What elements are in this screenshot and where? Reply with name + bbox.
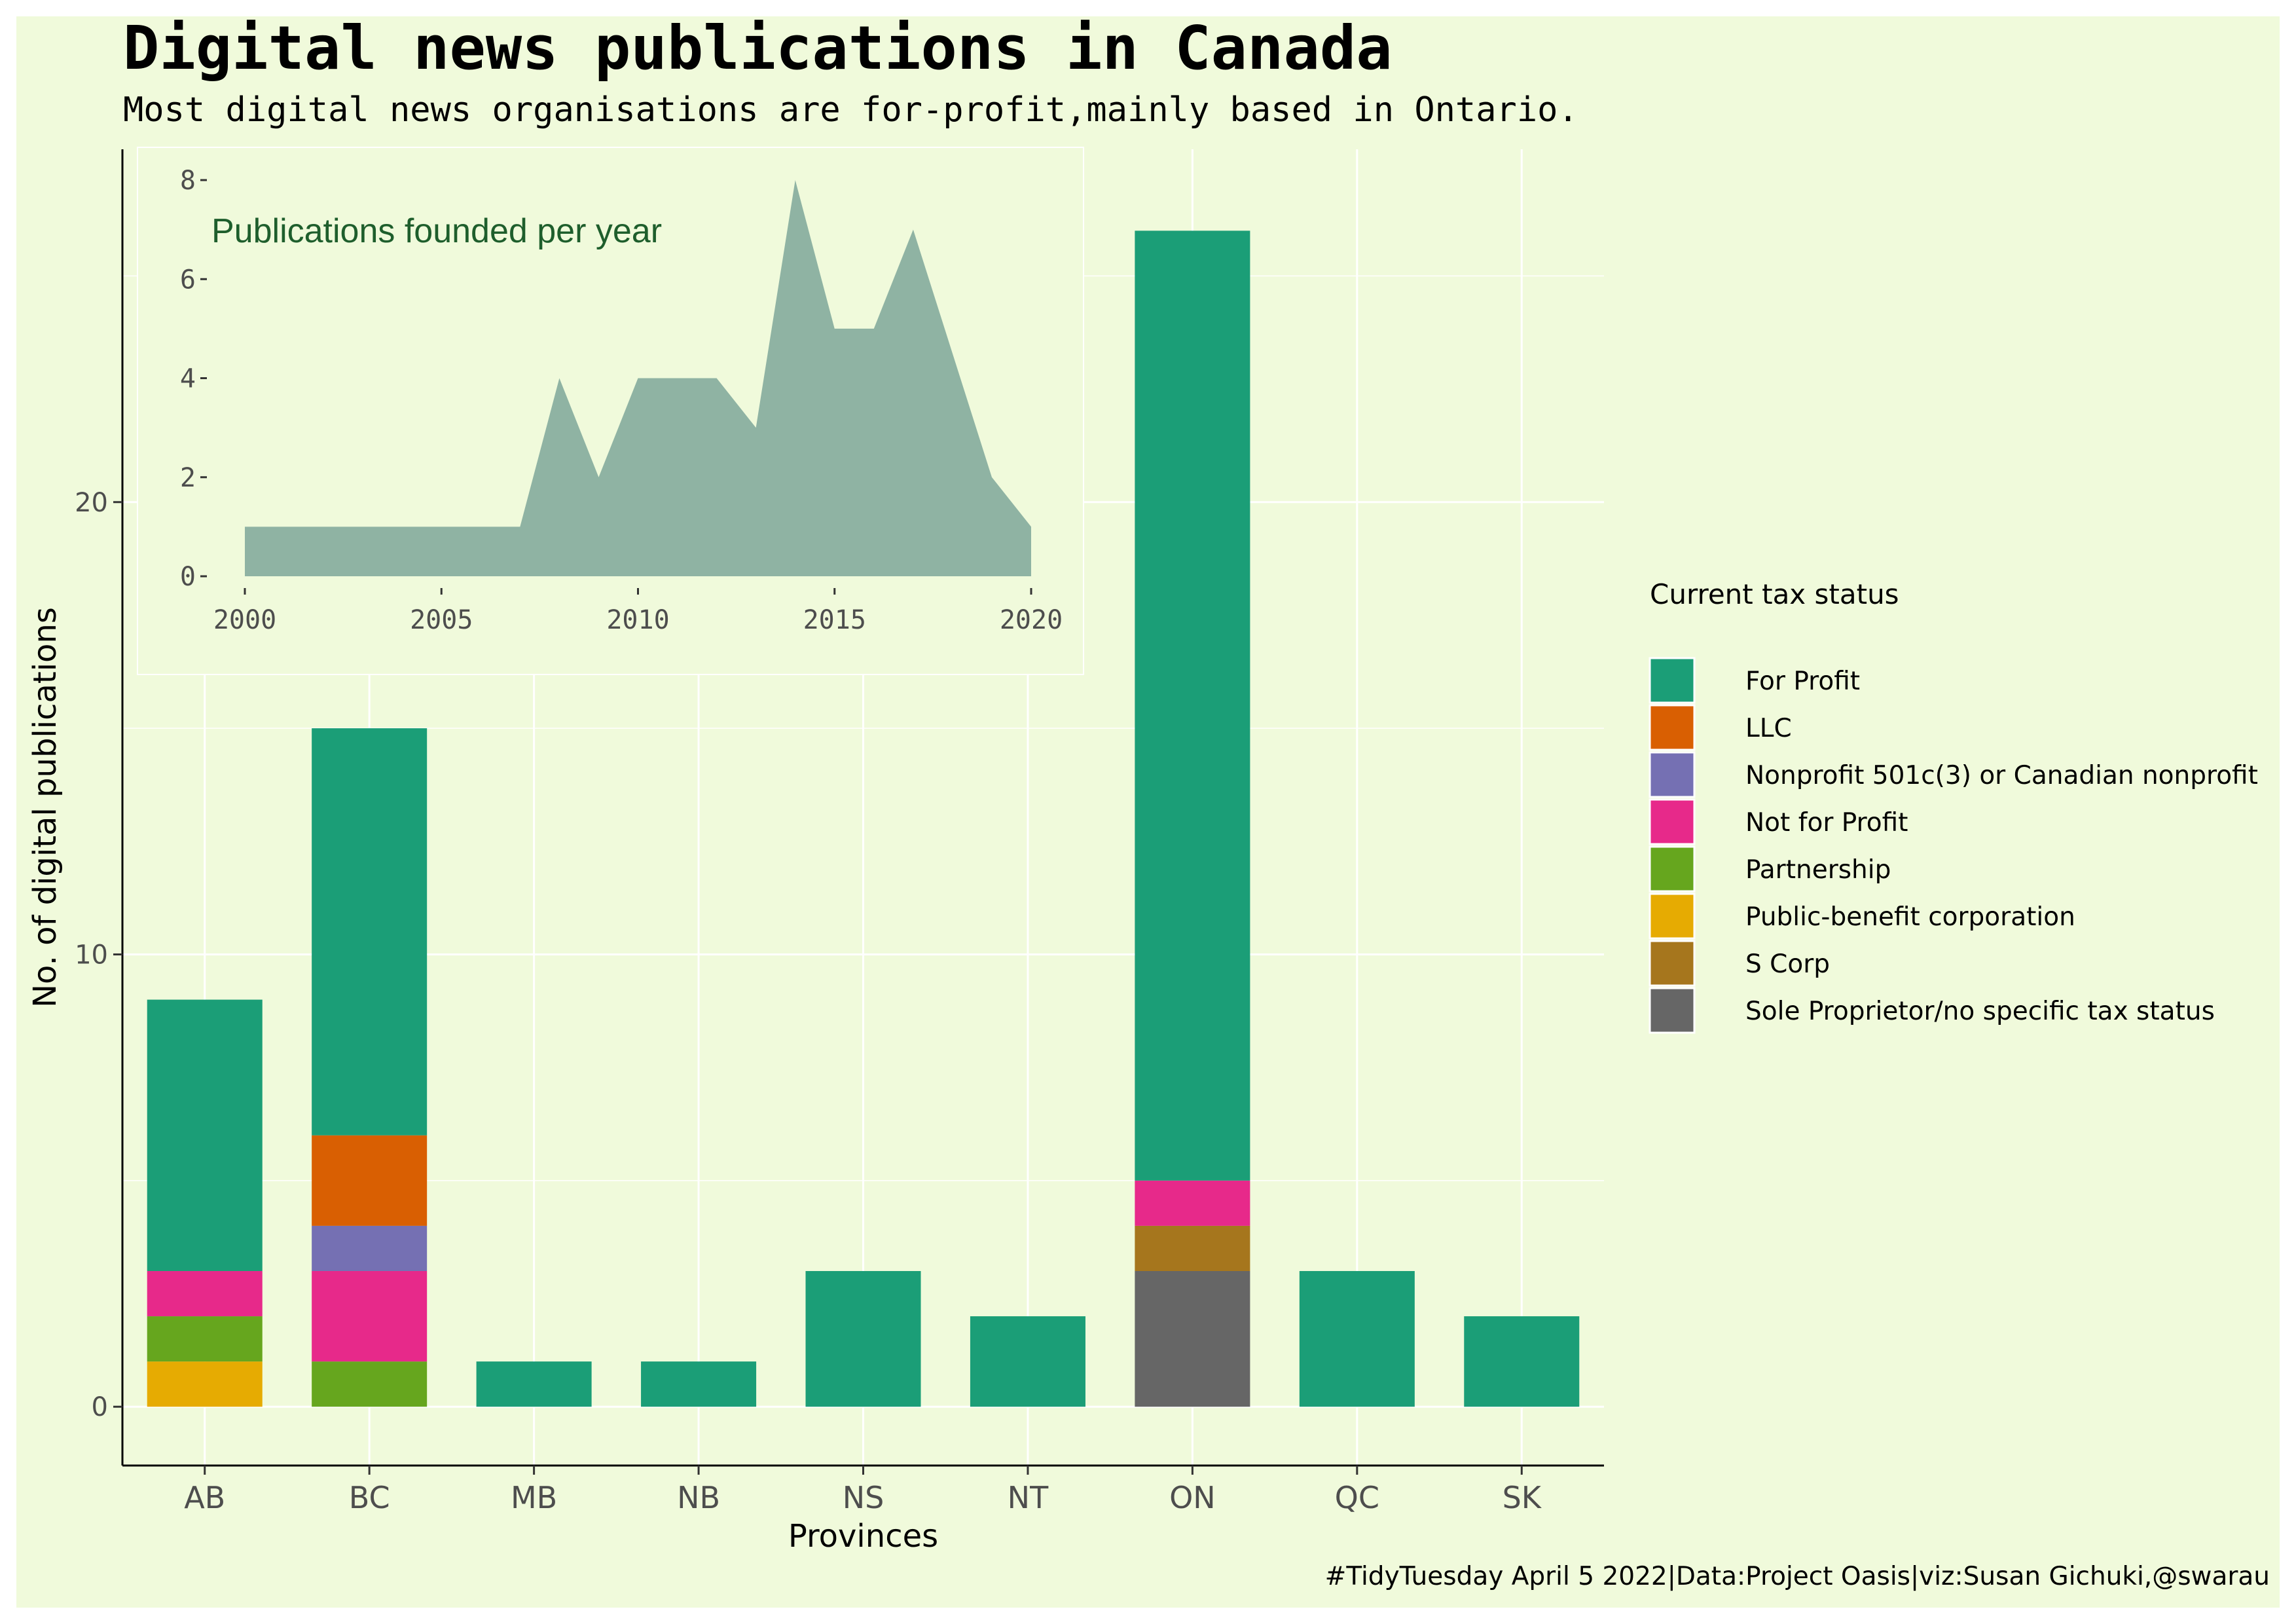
x-tick-label: ON [1169, 1480, 1216, 1515]
bar-segment [1135, 1270, 1250, 1407]
bars [147, 231, 1580, 1407]
bar-segment [1464, 1316, 1580, 1407]
bar-segment [641, 1361, 757, 1407]
bar-segment [805, 1270, 921, 1407]
legend-key [1649, 798, 1696, 845]
y-tick-label: 20 [75, 488, 108, 518]
inset-area [245, 180, 1031, 576]
legend-key [1649, 751, 1696, 798]
chart-caption: #TidyTuesday April 5 2022|Data:Project O… [1324, 1562, 2270, 1591]
bar-segment [1135, 1225, 1250, 1271]
inset-x-tick-label: 2015 [803, 605, 866, 635]
legend-label: Nonprofit 501c(3) or Canadian nonprofit [1745, 761, 2258, 790]
x-tick-label: AB [184, 1480, 225, 1515]
bar-segment [1135, 1180, 1250, 1226]
legend-title: Current tax status [1650, 578, 1899, 610]
legend-label: For Profit [1745, 667, 1860, 696]
legend-label: LLC [1745, 714, 1792, 743]
x-tick-label: BC [349, 1480, 390, 1515]
legend-label: Partnership [1745, 855, 1891, 885]
chart-subtitle: Most digital news organisations are for-… [123, 90, 1578, 130]
inset-y-tick-label: 0 [180, 562, 196, 592]
y-axis-label: No. of digital publications [27, 607, 64, 1008]
bar-segment [312, 1270, 428, 1362]
x-tick-label: MB [511, 1480, 557, 1515]
x-tick-label: NT [1008, 1480, 1049, 1515]
chart-title: Digital news publications in Canada [123, 13, 1393, 83]
x-tick-label: SK [1503, 1480, 1542, 1515]
inset-x-tick-label: 2020 [1000, 605, 1063, 635]
legend-key [1649, 845, 1696, 893]
legend-key [1649, 704, 1696, 751]
bar-segment [312, 1135, 428, 1226]
legend-key [1649, 940, 1696, 987]
x-tick-label: QC [1335, 1480, 1379, 1515]
legend-label: Public-benefit corporation [1745, 902, 2075, 932]
inset-x-tick-label: 2005 [410, 605, 473, 635]
bar-segment [1299, 1270, 1415, 1407]
bar-segment [147, 1270, 263, 1317]
legend-key [1649, 893, 1696, 940]
inset-x-tick-label: 2000 [213, 605, 276, 635]
y-tick-label: 0 [92, 1392, 108, 1422]
bar-segment [476, 1361, 592, 1407]
bar-segment [312, 728, 428, 1135]
bar-segment [147, 999, 263, 1271]
inset-x-tick-label: 2010 [606, 605, 669, 635]
legend-label: Sole Proprietor/no specific tax status [1745, 997, 2215, 1026]
y-tick-label: 10 [75, 940, 108, 970]
x-tick-label: NS [843, 1480, 884, 1515]
legend-key [1649, 657, 1696, 704]
legend: Current tax status For Profit LLC Nonprofit… [1649, 578, 2258, 1034]
inset-y-tick-label: 8 [180, 166, 196, 196]
x-tick-label: NB [677, 1480, 720, 1515]
bar-segment [147, 1316, 263, 1362]
inset-title: Publications founded per year [211, 212, 662, 250]
bar-segment [1135, 231, 1250, 1181]
inset-y-tick-label: 4 [180, 364, 196, 394]
legend-key [1649, 987, 1696, 1034]
bar-segment [312, 1361, 428, 1407]
x-axis-label: Provinces [788, 1518, 938, 1555]
bar-segment [970, 1316, 1085, 1407]
bar-segment [147, 1361, 263, 1407]
bar-segment [312, 1225, 428, 1271]
inset-y-tick-label: 6 [180, 265, 196, 295]
legend-label: S Corp [1745, 950, 1830, 979]
legend-label: Not for Profit [1745, 808, 1908, 838]
inset-y-tick-label: 2 [180, 463, 196, 493]
